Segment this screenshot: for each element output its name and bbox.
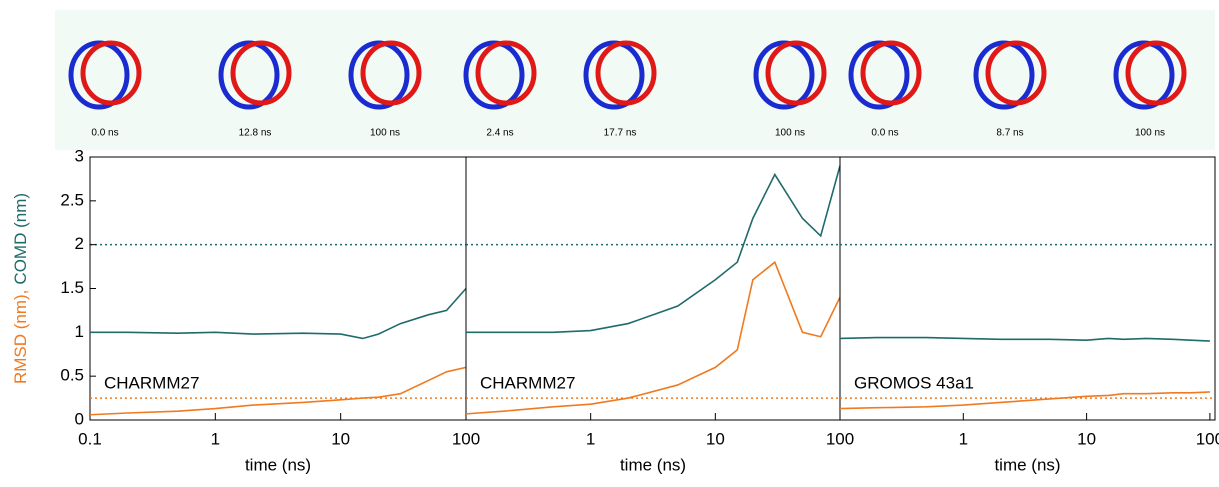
x-tick-label: 1 <box>959 429 968 448</box>
snapshot-label: 2.4 ns <box>486 128 513 139</box>
series-line <box>89 366 467 416</box>
structure <box>985 40 1047 106</box>
structure <box>1125 40 1187 106</box>
structure <box>595 40 657 106</box>
y-tick-label: 1.5 <box>60 278 84 297</box>
panel-annotation: CHARMM27 <box>104 373 199 392</box>
snapshot-label: 12.8 ns <box>239 128 272 139</box>
snapshot-label: 100 ns <box>370 128 400 139</box>
x-axis-label: time (ns) <box>994 455 1060 474</box>
y-tick-label: 2 <box>75 234 84 253</box>
panel-annotation: CHARMM27 <box>480 373 575 392</box>
x-tick-label: 1 <box>211 429 220 448</box>
series-line <box>466 165 841 334</box>
structure <box>1113 40 1175 110</box>
x-tick-label: 0.1 <box>78 429 102 448</box>
panel: 1 10 100 time (ns) CHARMM27 <box>465 156 854 474</box>
y-axis-label-part: RMSD (nm), <box>11 290 30 384</box>
y-tick-label: 1 <box>75 322 84 341</box>
x-tick-label: 100 <box>452 429 480 448</box>
structure <box>463 40 525 110</box>
snapshot-label: 0.0 ns <box>91 128 118 139</box>
structure <box>583 40 645 110</box>
panel: 1 10 100 time (ns) GROMOS 43a1 <box>839 156 1219 474</box>
snapshot-label: 0.0 ns <box>871 128 898 139</box>
panel: 0 0.5 1 1.5 2 2.5 3 0.1 1 10 100 time (ns) CHARMM27 R… <box>11 146 480 474</box>
x-tick-label: 10 <box>331 429 350 448</box>
x-axis-label: time (ns) <box>245 455 311 474</box>
y-tick-label: 2.5 <box>60 190 84 209</box>
x-tick-label: 100 <box>1196 429 1219 448</box>
series-line <box>465 260 841 415</box>
structure <box>973 40 1035 110</box>
structure <box>848 40 910 110</box>
series-line <box>90 287 467 340</box>
x-axis-label: time (ns) <box>620 455 686 474</box>
x-tick-label: 1 <box>586 429 595 448</box>
structure <box>753 40 815 110</box>
x-tick-label: 10 <box>706 429 725 448</box>
snapshot-label: 100 ns <box>775 128 805 139</box>
snapshot-label: 17.7 ns <box>604 128 637 139</box>
x-tick-label: 100 <box>826 429 854 448</box>
series-line <box>839 336 1210 342</box>
y-axis-label-part: COMD (nm) <box>11 193 30 285</box>
structure <box>475 40 537 106</box>
series-line <box>839 391 1210 410</box>
x-tick-label: 10 <box>1077 429 1096 448</box>
structure <box>348 40 410 110</box>
structure <box>765 40 827 106</box>
y-axis-label: RMSD (nm), COMD (nm) <box>11 193 30 384</box>
y-tick-label: 0 <box>75 409 84 428</box>
y-tick-label: 0.5 <box>60 366 84 385</box>
structure <box>218 40 280 110</box>
structure <box>68 40 130 110</box>
snapshot-label: 8.7 ns <box>996 128 1023 139</box>
structure <box>860 40 922 106</box>
snapshot-label: 100 ns <box>1135 128 1165 139</box>
structure <box>360 40 422 106</box>
y-tick-label: 3 <box>75 146 84 165</box>
structure <box>230 40 292 106</box>
panel-annotation: GROMOS 43a1 <box>854 373 974 392</box>
snapshot-panel <box>55 10 1215 150</box>
structure <box>80 40 142 106</box>
plot-frame <box>839 156 1216 421</box>
